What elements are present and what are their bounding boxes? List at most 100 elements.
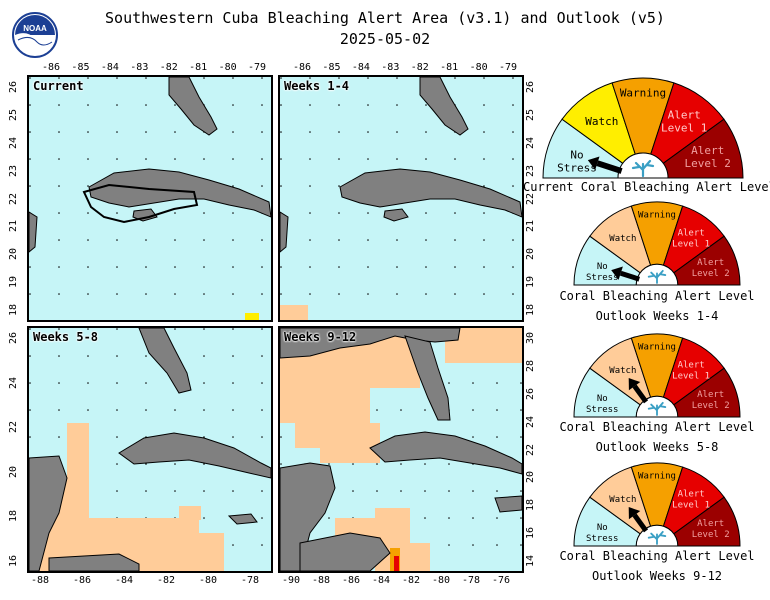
tick-label: -78: [462, 575, 481, 586]
tick-label: -79: [248, 62, 267, 73]
gauge-segment-label: Warning: [638, 342, 676, 352]
gauge-segment-label: No: [597, 394, 608, 404]
tick-label: -82: [410, 62, 429, 73]
tick-label: -84: [351, 62, 370, 73]
segment-alert-level-2: [673, 235, 741, 286]
segment-alert-level-2: [673, 367, 741, 418]
tick-label: 14: [525, 554, 537, 568]
gauge-segment-label: Level 1: [661, 122, 707, 135]
gauge-title: Coral Bleaching Alert Level: [559, 420, 755, 434]
gauge-segment-label: Stress: [586, 534, 619, 544]
segment-no-stress: [542, 118, 624, 179]
gauge-needle-icon: [587, 156, 623, 174]
tick-label: -88: [312, 575, 331, 586]
gauge-segment-label: Alert: [697, 519, 724, 529]
tick-label: 23: [525, 164, 537, 177]
land-cuba: [88, 168, 271, 218]
panel-label: Weeks 1-4: [284, 79, 350, 93]
logo-text: NOAA: [23, 24, 47, 33]
gauge-title: Coral Bleaching Alert Level: [559, 549, 755, 563]
segment-alert-level-1: [662, 466, 725, 535]
tick-label: -80: [469, 62, 488, 73]
land-cuba: [369, 431, 522, 475]
tick-label: 18: [8, 303, 20, 317]
gauge-segment-label: Alert: [678, 228, 705, 238]
tick-label: -86: [342, 575, 361, 586]
land-cuba: [118, 432, 271, 479]
tick-label: -84: [372, 575, 391, 586]
gauge-segment-label: Level 1: [672, 500, 710, 510]
tick-label: -80: [432, 575, 451, 586]
land-florida: [404, 335, 451, 421]
gauge-segment-label: Warning: [638, 471, 676, 481]
gauge-hub: [617, 152, 669, 179]
tick-label: -79: [499, 62, 518, 73]
segment-watch: [561, 82, 636, 165]
gauge-hub: [635, 395, 679, 418]
tick-label: -84: [100, 62, 119, 73]
tick-label: 22: [8, 421, 20, 434]
tick-label: 24: [8, 136, 20, 149]
tick-label: -82: [157, 575, 176, 586]
gauge-segment-label: Level 2: [692, 401, 730, 411]
tick-label: 24: [525, 136, 537, 149]
tick-label: 19: [8, 276, 20, 289]
tick-label: 22: [525, 443, 537, 456]
watch-area: [280, 305, 308, 320]
segment-no-stress: [573, 235, 641, 286]
gauge-segment-label: Alert: [668, 109, 701, 122]
tick-label: 26: [525, 387, 537, 400]
land-central-america: [48, 553, 140, 571]
panel-label: Current: [33, 79, 84, 93]
tick-label: -83: [130, 62, 149, 73]
panel-label: Weeks 9-12: [284, 330, 357, 344]
tick-label: 25: [525, 108, 537, 121]
land-hispaniola: [494, 495, 522, 513]
gauge-segment-label: Watch: [609, 495, 636, 505]
tick-label: 21: [525, 220, 537, 233]
tick-label: 21: [8, 220, 20, 233]
gauge-segment-label: Alert: [678, 360, 705, 370]
segment-alert-level-1: [650, 82, 725, 165]
tick-label: 18: [525, 303, 537, 317]
tick-label: -82: [402, 575, 421, 586]
tick-label: 30: [525, 331, 537, 345]
tick-label: -84: [115, 575, 134, 586]
gauge-segment-label: No: [597, 262, 608, 272]
page-date: 2025-05-02: [339, 30, 431, 48]
tick-label: 23: [8, 164, 20, 177]
alert-area-outline: [82, 183, 199, 224]
gauge-hub: [635, 524, 679, 547]
gauge-segment-label: Level 2: [684, 157, 730, 170]
gauge-segment-label: Stress: [557, 162, 597, 175]
land-cuba: [339, 168, 522, 218]
land-us-gulf-coast: [280, 328, 461, 359]
segment-alert-level-1: [662, 337, 725, 406]
land-florida: [419, 77, 469, 136]
tick-label: 20: [525, 248, 537, 261]
tick-label: 20: [8, 248, 20, 261]
gauge-segment-label: Level 2: [692, 530, 730, 540]
segment-no-stress: [573, 496, 641, 547]
gauge-title: Coral Bleaching Alert Level: [559, 289, 755, 303]
gauge-subtitle: Outlook Weeks 5-8: [595, 440, 719, 454]
gauge-segment-label: No: [597, 523, 608, 533]
page-title: Southwestern Cuba Bleaching Alert Area (…: [105, 9, 665, 27]
gauge-needle-icon: [628, 507, 649, 533]
tick-label: 16: [525, 527, 537, 540]
tick-label: -78: [241, 575, 260, 586]
tick-label: 20: [8, 465, 20, 478]
tick-label: 24: [8, 376, 20, 389]
segment-alert-level-1: [662, 205, 725, 274]
segment-warning: [611, 77, 675, 155]
gauge-subtitle: Outlook Weeks 9-12: [591, 569, 723, 583]
tick-label: -85: [322, 62, 341, 73]
map-panel-current: Current: [27, 75, 273, 322]
land-yucatan: [280, 211, 289, 253]
gauge-segment-label: Level 1: [672, 239, 710, 249]
land-central-america: [299, 532, 391, 571]
tick-label: -83: [381, 62, 400, 73]
map-weeks-5-8: [29, 328, 271, 571]
gauge-segment-label: Stress: [586, 273, 619, 283]
segment-watch: [589, 466, 652, 535]
